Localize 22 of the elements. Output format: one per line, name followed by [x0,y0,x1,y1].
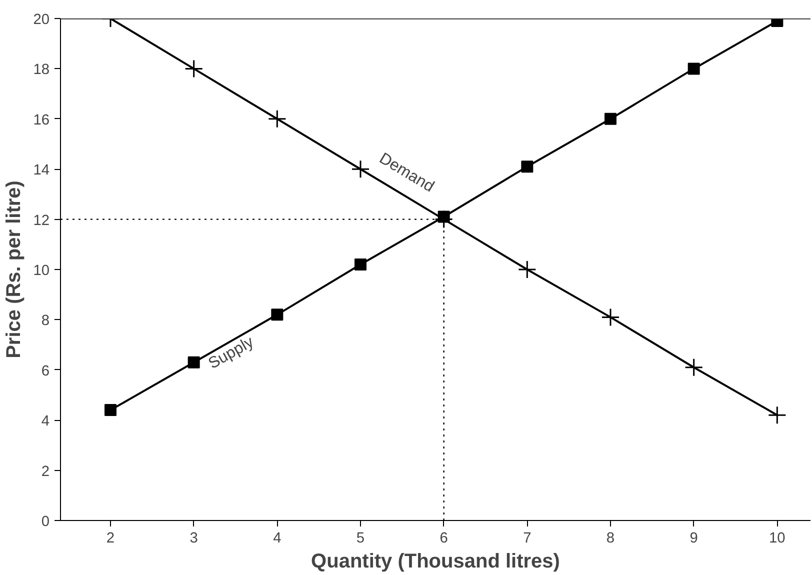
x-tick-label: 3 [190,530,198,546]
y-tick-label: 6 [41,363,50,380]
y-tick-label: 14 [33,162,50,179]
x-tick-label: 10 [769,530,786,546]
y-tick-label: 0 [41,514,50,530]
x-tick-label: 9 [690,530,698,546]
y-tick-label: 8 [41,313,50,330]
x-tick-label: 2 [106,530,115,546]
x-tick-label: 5 [356,530,365,546]
y-tick-label: 18 [33,62,50,78]
y-tick-label: 12 [33,212,50,229]
x-tick-label: 8 [606,530,615,546]
x-tick-label: 4 [273,530,282,546]
y-tick-label: 16 [33,112,50,128]
y-axis-title: Price (Rs. per litre) [3,180,26,358]
x-tick-label: 7 [523,530,532,546]
y-tick-label: 20 [33,12,50,28]
x-axis-title: Quantity (Thousand litres) [311,550,560,572]
y-tick-label: 2 [41,464,50,480]
x-tick-label: 6 [440,530,448,546]
y-tick-label: 10 [33,263,50,279]
y-tick-label: 4 [41,414,50,430]
